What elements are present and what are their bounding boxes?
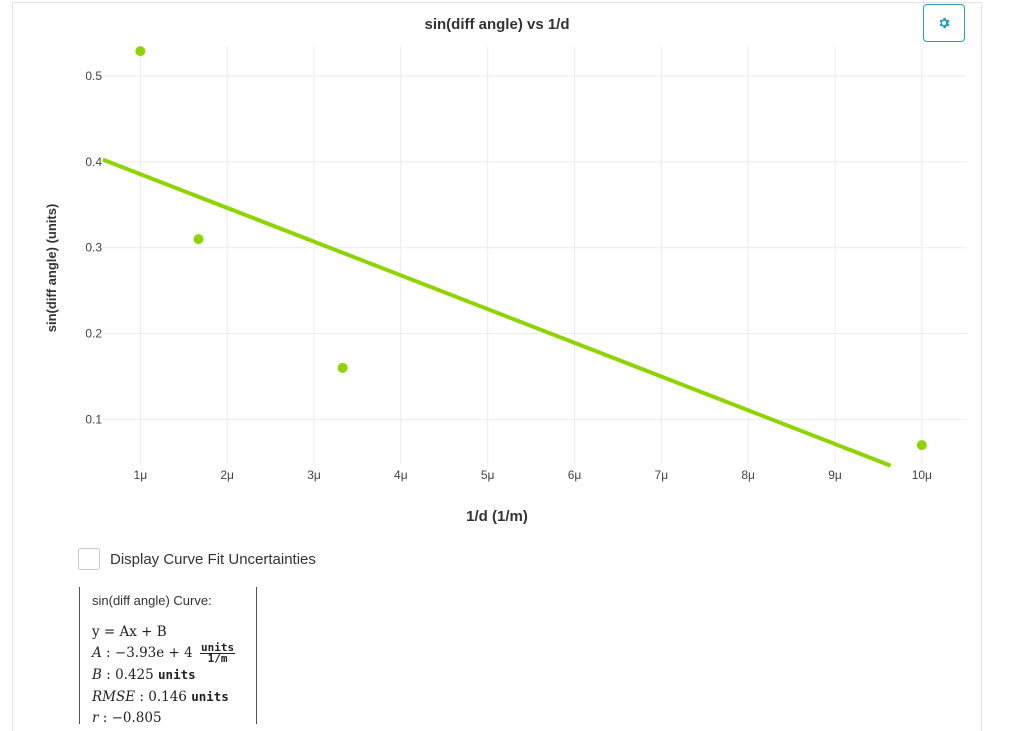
uncertainties-toggle[interactable]: Display Curve Fit Uncertainties — [78, 548, 316, 570]
x-tick-label: 8μ — [741, 468, 755, 482]
scatter-point[interactable] — [193, 234, 204, 245]
x-tick-label: 7μ — [655, 468, 669, 482]
fit-equation: y = Ax + B — [92, 624, 167, 640]
y-tick-label: 0.2 — [85, 327, 102, 341]
grid — [103, 46, 967, 464]
y-tick-label: 0.4 — [85, 155, 102, 169]
uncertainties-label: Display Curve Fit Uncertainties — [110, 550, 316, 568]
y-axis-label: sin(diff angle) (units) — [44, 204, 59, 333]
scatter-points-layer — [135, 46, 927, 451]
uncertainties-checkbox[interactable] — [78, 548, 100, 570]
x-tick-label: 10μ — [912, 468, 932, 482]
curve-fit-box: sin(diff angle) Curve: y = Ax + B A : −3… — [79, 587, 257, 726]
scatter-point[interactable] — [135, 46, 146, 57]
settings-button[interactable] — [923, 4, 965, 42]
fit-param-a: A : −3.93e + 4 units 1/m — [92, 641, 236, 665]
x-tick-label: 1μ — [134, 468, 148, 482]
fit-line-layer — [102, 157, 892, 468]
plot-panel — [12, 2, 982, 731]
fit-line — [102, 157, 892, 468]
x-tick-label: 6μ — [568, 468, 582, 482]
gear-icon — [939, 17, 950, 29]
y-tick-label: 0.3 — [85, 241, 102, 255]
chart-title: sin(diff angle) vs 1/d — [424, 16, 569, 33]
x-tick-label: 3μ — [307, 468, 321, 482]
scatter-point[interactable] — [337, 362, 348, 373]
x-tick-label: 5μ — [481, 468, 495, 482]
scatter-point[interactable] — [916, 440, 927, 451]
x-tick-label: 2μ — [220, 468, 234, 482]
a-units-fraction: units 1/m — [200, 641, 236, 665]
curve-fit-title: sin(diff angle) Curve: — [92, 593, 212, 608]
x-tick-label: 9μ — [828, 468, 842, 482]
fit-correlation: r : −0.805 — [92, 710, 162, 726]
y-tick-label: 0.5 — [85, 69, 102, 83]
fit-rmse: RMSE : 0.146 units — [92, 689, 229, 705]
chart-svg: 1μ 2μ 3μ 4μ 5μ 6μ 7μ 8μ 9μ 10μ 0.1 0.2 0.3 0.4 0.5 sin… — [44, 16, 967, 525]
fit-param-b: B : 0.425 units — [92, 667, 196, 683]
x-tick-label: 4μ — [394, 468, 408, 482]
x-axis-label: 1/d (1/m) — [466, 508, 528, 525]
tick-labels: 1μ 2μ 3μ 4μ 5μ 6μ 7μ 8μ 9μ 10μ 0.1 0.2 0.3 0.4 0.5 — [85, 69, 932, 482]
y-tick-label: 0.1 — [85, 412, 102, 426]
